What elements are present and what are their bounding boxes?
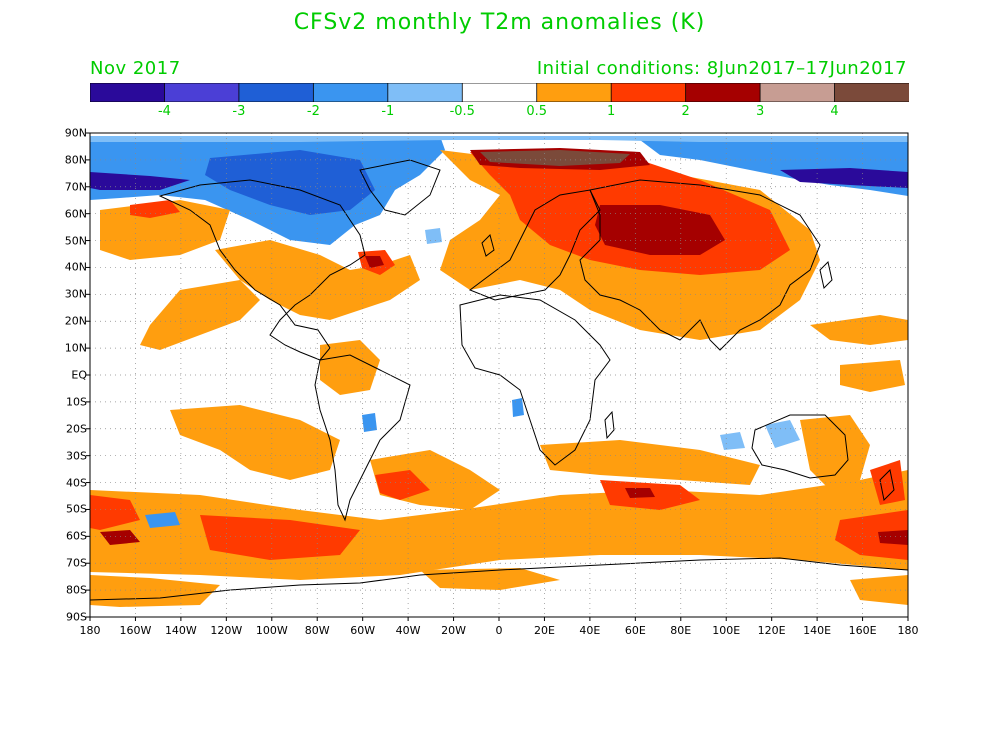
latitude-label: EQ xyxy=(71,368,87,382)
british-isles-outline xyxy=(481,234,495,257)
anomaly-fields xyxy=(90,136,908,607)
arctic-cold-core-east xyxy=(780,168,908,188)
australia-cool-patch xyxy=(765,420,800,448)
longitude-label: 140E xyxy=(803,624,832,637)
latitude-label: 90S xyxy=(66,610,87,624)
latitude-label: 10S xyxy=(66,395,87,409)
new-zealand-outline xyxy=(879,468,895,502)
north-america-outline xyxy=(158,179,366,361)
west-pacific-south-warm xyxy=(90,495,140,530)
longitude-label: 100E xyxy=(712,624,741,637)
graticule xyxy=(90,133,908,617)
australia-warm-east xyxy=(800,415,870,490)
tropical-americas-warm xyxy=(320,340,380,395)
longitude-label: 160E xyxy=(848,624,877,637)
southern-ocean-max-warm-west xyxy=(100,530,140,545)
indian-ocean-cool-patch xyxy=(720,432,745,450)
east-pacific-warm-band xyxy=(140,280,260,350)
japan-outline xyxy=(819,261,833,289)
southern-ocean-strong-warm-east xyxy=(835,510,908,560)
south-pacific-cool-patch xyxy=(145,512,180,528)
latitude-label: 50N xyxy=(64,234,87,248)
longitude-label: 60W xyxy=(350,624,376,637)
latitude-label: 60S xyxy=(66,529,87,543)
longitude-label: 0 xyxy=(495,624,503,637)
initial-conditions-label: Initial conditions: 8Jun2017–17Jun2017 xyxy=(536,58,907,79)
south-atlantic-strong-warm xyxy=(375,470,430,500)
greenland-outline xyxy=(359,159,441,216)
new-zealand-warm xyxy=(870,460,905,505)
antarctic-east-warm xyxy=(850,575,908,605)
latitude-label: 80N xyxy=(64,153,87,167)
southern-ocean-max-warm-mid xyxy=(625,488,655,498)
latitude-label: 20S xyxy=(66,422,87,436)
southern-ocean-strong-warm-west xyxy=(200,515,360,560)
longitude-label: 40E xyxy=(579,624,601,637)
longitude-label: 180 xyxy=(897,624,919,637)
longitude-label: 60E xyxy=(624,624,646,637)
longitude-label: 120W xyxy=(210,624,243,637)
arctic-ocean-extreme-warm xyxy=(480,150,630,166)
longitude-label: 120E xyxy=(757,624,786,637)
longitude-label: 80W xyxy=(304,624,330,637)
north-america-warm xyxy=(215,240,420,320)
indian-ocean-warm xyxy=(540,440,760,485)
latitude-label: 40N xyxy=(64,260,87,274)
valid-month-label: Nov 2017 xyxy=(90,58,181,79)
latitude-label: 20N xyxy=(64,314,87,328)
colorbar-swatch xyxy=(834,83,909,102)
south-america-cool-patch xyxy=(362,413,377,432)
longitude-label: 140W xyxy=(164,624,197,637)
latitude-label: 50S xyxy=(66,502,87,516)
latitude-label: 30N xyxy=(64,287,87,301)
longitude-label: 20W xyxy=(441,624,466,637)
atlantic-cool-patch xyxy=(425,228,442,244)
south-pacific-warm xyxy=(170,405,340,480)
latitude-label: 40S xyxy=(66,476,87,490)
colorbar xyxy=(90,83,909,102)
latitude-label: 70N xyxy=(64,180,87,194)
coastlines xyxy=(90,159,908,601)
siberia-max-warm xyxy=(595,205,725,255)
africa-outline xyxy=(459,294,611,466)
latitude-label: 60N xyxy=(64,207,87,221)
arctic-cold-core-west xyxy=(90,172,190,190)
axis-ticks xyxy=(86,132,909,621)
maritime-warm xyxy=(840,360,905,392)
longitude-label: 180 xyxy=(79,624,101,637)
longitude-label: 80E xyxy=(670,624,692,637)
longitude-label: 160W xyxy=(119,624,152,637)
southern-ocean-max-warm-east xyxy=(878,530,908,545)
australia-outline xyxy=(751,414,849,479)
chart-title: CFSv2 monthly T2m anomalies (K) xyxy=(293,10,706,35)
alaska-warm-spot xyxy=(130,200,180,218)
latitude-label: 80S xyxy=(66,583,87,597)
europe-outline xyxy=(468,189,601,301)
longitude-label: 40W xyxy=(395,624,421,637)
africa-cool-patch xyxy=(512,398,524,417)
asia-outline xyxy=(579,179,821,351)
arctic-cold-core xyxy=(205,150,375,215)
madagascar-outline xyxy=(604,410,615,440)
latitude-label: 30S xyxy=(66,449,87,463)
latitude-label: 70S xyxy=(66,556,87,570)
west-pacific-warm xyxy=(810,315,908,345)
longitude-label: 100W xyxy=(255,624,288,637)
longitude-label: 20E xyxy=(533,624,555,637)
antarctica-outline xyxy=(90,557,908,601)
latitude-label: 90N xyxy=(64,126,87,140)
north-atlantic-max-warm xyxy=(365,256,384,268)
antarctic-interior-warm xyxy=(420,568,560,590)
latitude-label: 10N xyxy=(64,341,87,355)
